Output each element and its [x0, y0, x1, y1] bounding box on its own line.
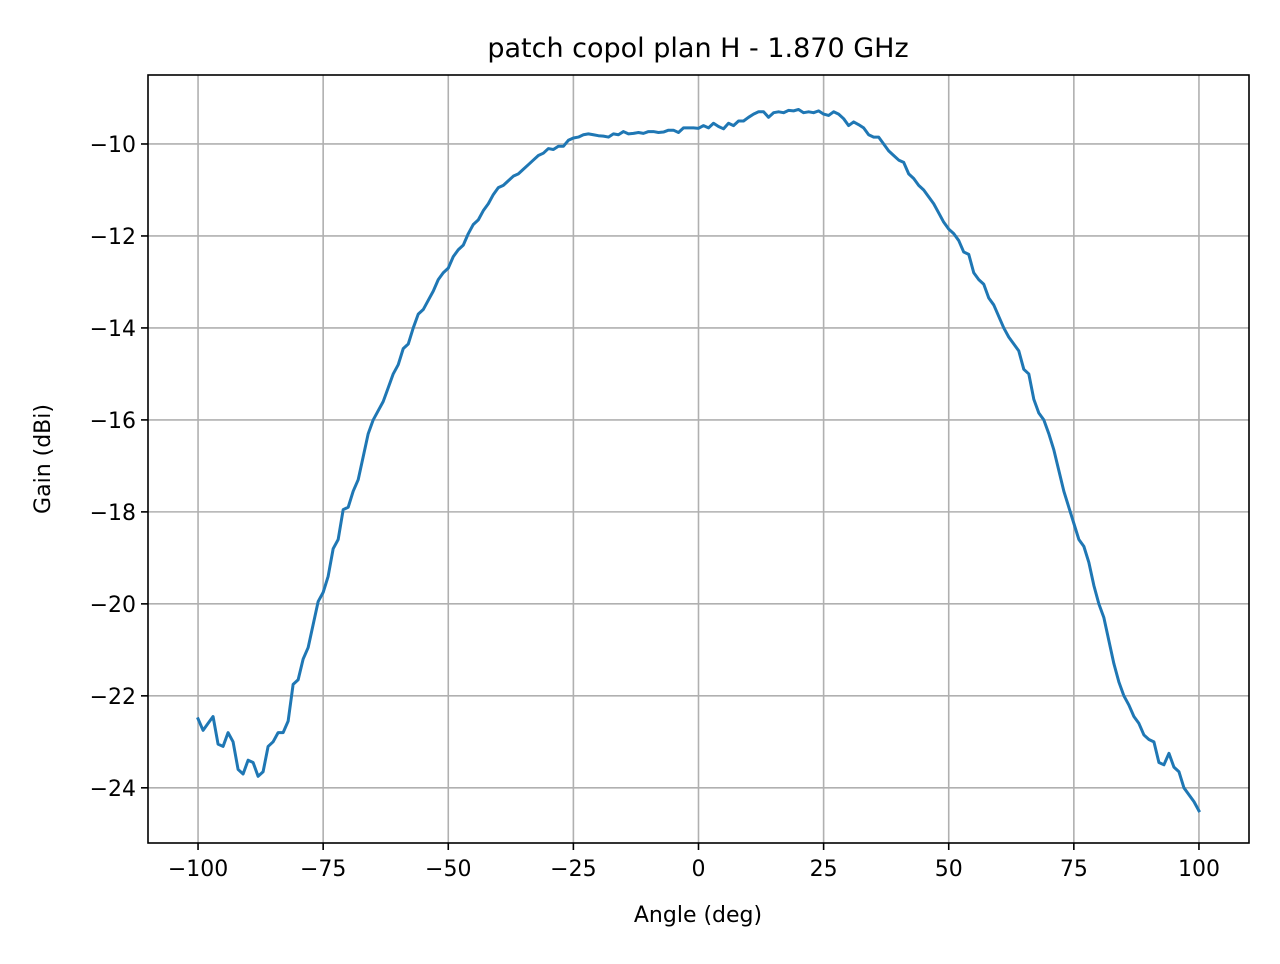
x-tick-label: 100	[1178, 857, 1220, 882]
series-line	[196, 107, 1201, 813]
x-tick-label: 50	[935, 857, 963, 882]
chart-title: patch copol plan H - 1.870 GHz	[487, 33, 908, 64]
y-tick-label: −10	[90, 133, 136, 158]
series-layer	[196, 107, 1201, 813]
x-tick-label: −100	[168, 857, 228, 882]
y-tick-label: −22	[90, 685, 136, 710]
y-axis-ticks: −10 −12 −14 −16 −18 −20 −22 −24	[90, 133, 148, 802]
y-tick-label: −12	[90, 225, 136, 250]
x-tick-label: −75	[300, 857, 346, 882]
y-tick-label: −18	[90, 501, 136, 526]
x-axis-ticks: −100 −75 −50 −25 0 25 50 75 100	[168, 843, 1220, 882]
y-tick-label: −14	[90, 317, 136, 342]
x-tick-label: −50	[425, 857, 471, 882]
y-tick-label: −20	[90, 593, 136, 618]
x-tick-label: −25	[550, 857, 596, 882]
x-axis-label: Angle (deg)	[634, 903, 762, 928]
grid	[148, 75, 1249, 843]
y-tick-label: −24	[90, 777, 136, 802]
y-axis-label: Gain (dBi)	[31, 404, 56, 514]
y-tick-label: −16	[90, 409, 136, 434]
x-tick-label: 25	[810, 857, 838, 882]
x-tick-label: 0	[692, 857, 706, 882]
x-tick-label: 75	[1060, 857, 1088, 882]
